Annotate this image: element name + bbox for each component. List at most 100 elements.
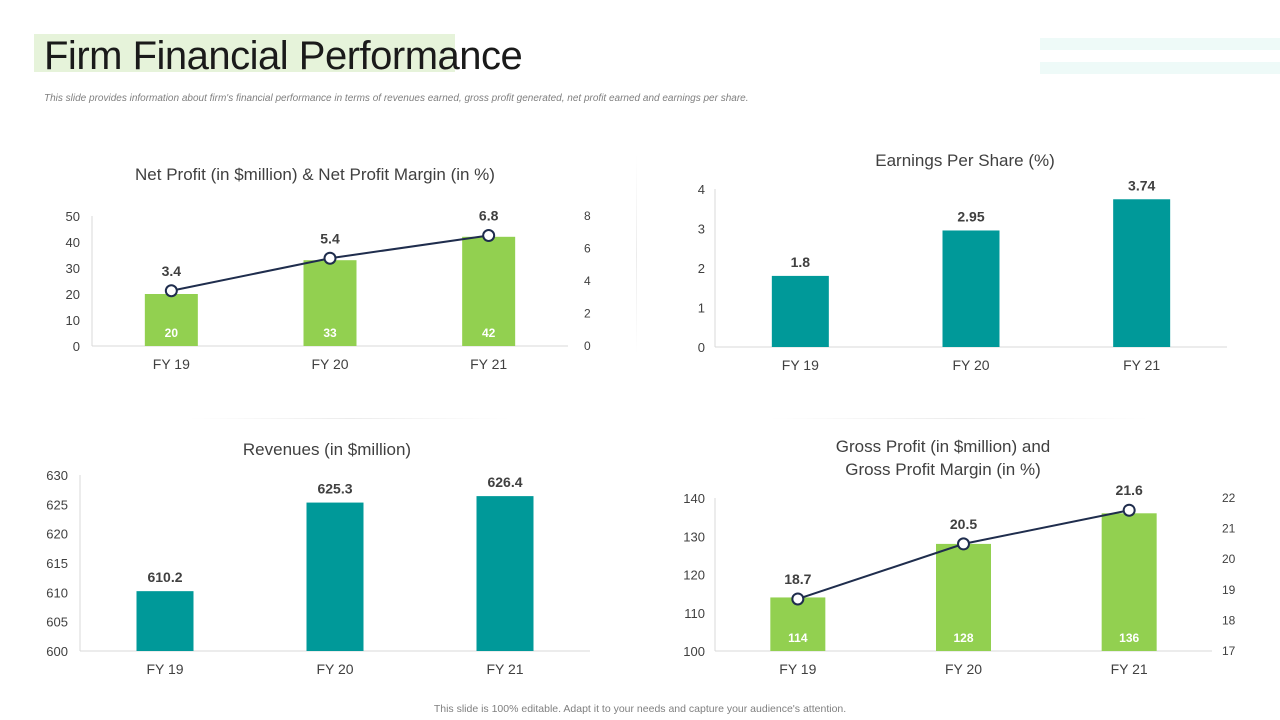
bar xyxy=(1113,199,1171,347)
x-category-label: FY 20 xyxy=(952,357,989,373)
x-category-label: FY 21 xyxy=(1123,357,1160,373)
corner-accent-stripe xyxy=(1040,38,1280,50)
y-tick-label: 140 xyxy=(683,491,705,506)
bar xyxy=(936,543,991,651)
y2-tick-label: 8 xyxy=(584,209,591,223)
title-accent-band xyxy=(34,34,455,72)
y-tick-label: 610 xyxy=(46,585,68,600)
corner-accent-stripe xyxy=(1040,62,1280,74)
line-value-label: 20.5 xyxy=(950,516,977,532)
chart-title: Earnings Per Share (%) xyxy=(875,151,1055,170)
y2-tick-label: 20 xyxy=(1222,552,1236,566)
y-tick-label: 625 xyxy=(46,497,68,512)
bar-value-label: 3.74 xyxy=(1128,177,1155,193)
line-value-label: 3.4 xyxy=(162,263,182,279)
page-subtitle: This slide provides information about fi… xyxy=(44,93,749,104)
y-tick-label: 100 xyxy=(683,644,705,659)
x-category-label: FY 20 xyxy=(945,661,982,677)
y2-tick-label: 6 xyxy=(584,242,591,256)
x-category-label: FY 21 xyxy=(470,356,507,372)
bar-value-label: 20 xyxy=(165,326,179,340)
y2-tick-label: 21 xyxy=(1222,522,1236,536)
y-tick-label: 110 xyxy=(684,606,705,621)
y-tick-label: 615 xyxy=(46,556,68,571)
bar-value-label: 1.8 xyxy=(791,254,811,270)
line-point xyxy=(323,251,337,265)
y2-tick-label: 2 xyxy=(584,307,591,321)
y-tick-label: 130 xyxy=(683,529,705,544)
x-category-label: FY 20 xyxy=(311,356,348,372)
x-category-label: FY 20 xyxy=(316,661,353,677)
panel-divider xyxy=(190,418,510,419)
y-tick-label: 2 xyxy=(698,261,705,276)
y2-tick-label: 18 xyxy=(1222,613,1236,627)
y2-tick-label: 0 xyxy=(584,339,591,353)
bar xyxy=(942,230,1000,347)
y2-tick-label: 17 xyxy=(1222,644,1236,658)
footer-note: This slide is 100% editable. Adapt it to… xyxy=(433,703,847,715)
y-tick-label: 20 xyxy=(66,287,80,302)
bar-value-label: 42 xyxy=(482,326,496,340)
chart-title: Gross Profit Margin (in %) xyxy=(845,460,1041,479)
bar xyxy=(303,260,357,346)
line-point xyxy=(1122,503,1136,517)
bar xyxy=(1101,513,1157,651)
line-value-label: 5.4 xyxy=(320,230,340,246)
y-tick-label: 4 xyxy=(698,182,705,197)
x-category-label: FY 19 xyxy=(782,357,819,373)
y-tick-label: 620 xyxy=(46,527,68,542)
y-tick-label: 30 xyxy=(66,261,80,276)
y-tick-label: 0 xyxy=(73,339,80,354)
bar-value-label: 33 xyxy=(323,326,337,340)
bar xyxy=(144,294,198,346)
x-category-label: FY 19 xyxy=(153,356,190,372)
bar-value-label: 625.3 xyxy=(317,481,352,497)
line-value-label: 6.8 xyxy=(479,208,499,224)
y-tick-label: 600 xyxy=(46,644,68,659)
x-category-label: FY 21 xyxy=(486,661,523,677)
line-point xyxy=(957,537,970,551)
line-point xyxy=(164,284,178,298)
bar-value-label: 114 xyxy=(788,631,808,645)
panel-divider xyxy=(770,418,1150,419)
x-category-label: FY 19 xyxy=(779,661,816,677)
page-title: Firm Financial Performance xyxy=(44,34,523,78)
y2-tick-label: 19 xyxy=(1222,583,1236,597)
chart-title: Revenues (in $million) xyxy=(243,440,411,459)
y-tick-label: 1 xyxy=(698,301,705,316)
bar-value-label: 626.4 xyxy=(487,474,522,490)
line-value-label: 21.6 xyxy=(1116,482,1143,498)
y2-tick-label: 4 xyxy=(584,274,591,288)
bar xyxy=(306,502,364,651)
line-point xyxy=(791,592,805,606)
x-category-label: FY 21 xyxy=(1111,661,1148,677)
chart-title: Net Profit (in $million) & Net Profit Ma… xyxy=(135,165,495,184)
y-tick-label: 10 xyxy=(66,313,80,328)
y-tick-label: 0 xyxy=(698,340,705,355)
bar xyxy=(476,496,534,651)
chart-title: Gross Profit (in $million) and xyxy=(836,437,1050,456)
bar xyxy=(462,236,516,346)
y2-tick-label: 22 xyxy=(1222,491,1236,505)
bar-value-label: 2.95 xyxy=(957,208,984,224)
bar-value-label: 136 xyxy=(1119,631,1139,645)
y-tick-label: 630 xyxy=(46,468,68,483)
y-tick-label: 120 xyxy=(683,568,705,583)
line-point xyxy=(482,229,496,242)
bar xyxy=(771,275,829,347)
x-category-label: FY 19 xyxy=(146,661,183,677)
y-tick-label: 50 xyxy=(66,209,80,224)
bar xyxy=(136,591,194,651)
bar-value-label: 128 xyxy=(953,631,973,645)
y-tick-label: 40 xyxy=(66,235,80,250)
y-tick-label: 605 xyxy=(46,615,68,630)
line-value-label: 18.7 xyxy=(784,571,811,587)
bar xyxy=(770,597,826,651)
y-tick-label: 3 xyxy=(698,222,705,237)
bar-value-label: 610.2 xyxy=(147,569,182,585)
panel-divider xyxy=(636,155,637,355)
